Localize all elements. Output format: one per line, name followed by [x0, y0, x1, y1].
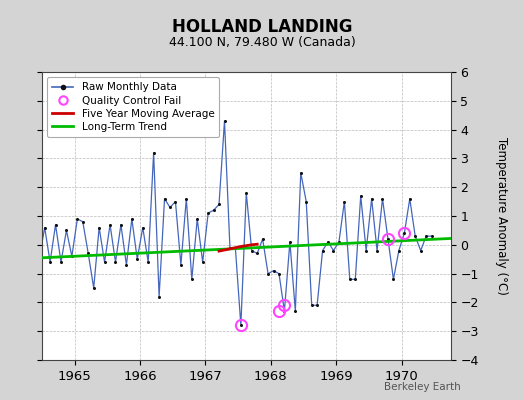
- Text: HOLLAND LANDING: HOLLAND LANDING: [172, 18, 352, 36]
- Text: Berkeley Earth: Berkeley Earth: [385, 382, 461, 392]
- Y-axis label: Temperature Anomaly (°C): Temperature Anomaly (°C): [495, 137, 508, 295]
- Legend: Raw Monthly Data, Quality Control Fail, Five Year Moving Average, Long-Term Tren: Raw Monthly Data, Quality Control Fail, …: [47, 77, 220, 137]
- Text: 44.100 N, 79.480 W (Canada): 44.100 N, 79.480 W (Canada): [169, 36, 355, 49]
